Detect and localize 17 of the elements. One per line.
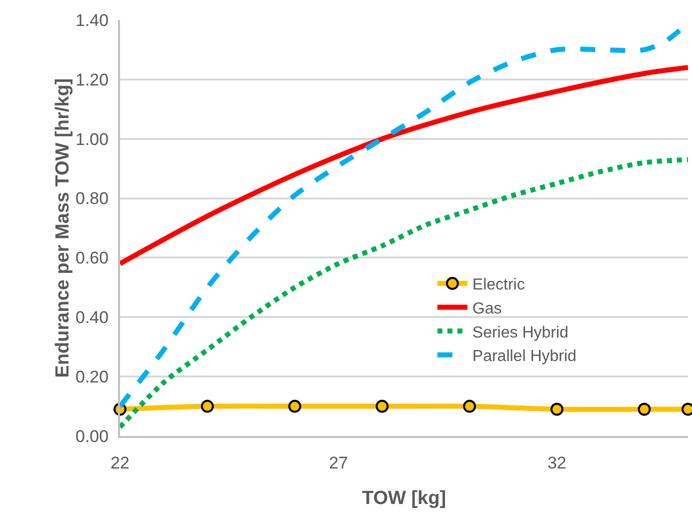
legend-label: Gas xyxy=(472,300,502,318)
y-tick-label: 0.60 xyxy=(76,248,109,268)
x-tick-label: 22 xyxy=(110,453,130,472)
y-tick-label: 1.20 xyxy=(76,70,109,90)
x-tick-label: 27 xyxy=(329,453,348,472)
legend-label: Parallel Hybrid xyxy=(472,348,576,366)
y-tick-label: 0.80 xyxy=(76,189,109,208)
y-tick-label: 0.40 xyxy=(76,308,109,328)
y-axis-title: Endurance per Mass TOW [hr/kg] xyxy=(52,78,74,378)
y-tick-label: 1.00 xyxy=(76,130,109,149)
x-tick-label: 32 xyxy=(547,453,566,472)
x-axis-title: TOW [kg] xyxy=(362,488,446,509)
legend-label: Series Hybrid xyxy=(472,324,568,342)
legend-label: Electric xyxy=(472,276,525,294)
y-tick-label: 1.40 xyxy=(76,10,109,30)
y-tick-label: 0.00 xyxy=(76,426,109,446)
y-tick-label: 0.20 xyxy=(76,368,109,387)
